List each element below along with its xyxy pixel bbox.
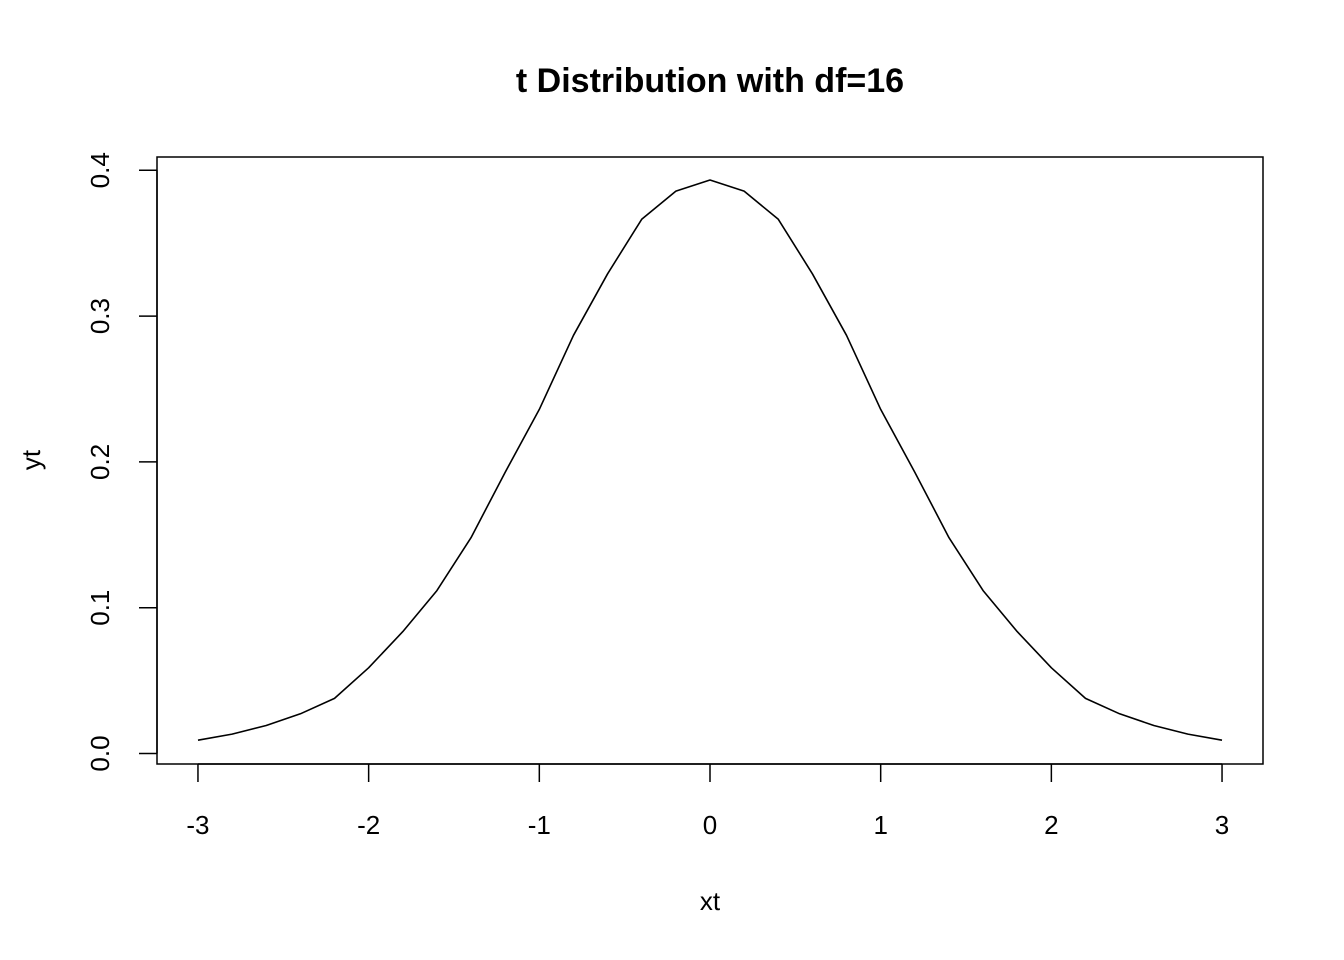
x-tick-label: 1 (873, 810, 887, 840)
plot-frame (156, 156, 1264, 765)
y-tick-label: 0.0 (85, 735, 115, 771)
y-axis: 0.0 0.1 0.2 0.3 0.4 (85, 152, 158, 772)
x-tick-label: -1 (528, 810, 551, 840)
x-tick-label: 0 (703, 810, 717, 840)
y-tick-label: 0.1 (85, 590, 115, 626)
y-tick-label: 0.2 (85, 444, 115, 480)
y-axis-label: yt (16, 449, 46, 470)
y-tick-label: 0.3 (85, 298, 115, 334)
x-tick-label: -3 (186, 810, 209, 840)
chart-title: t Distribution with df=16 (516, 62, 904, 100)
x-tick-label: 2 (1044, 810, 1058, 840)
series-group (197, 179, 1223, 741)
density-line (197, 179, 1223, 741)
y-tick-label: 0.4 (85, 152, 115, 188)
x-axis: -3 -2 -1 0 1 2 3 (186, 763, 1229, 840)
x-tick-label: -2 (357, 810, 380, 840)
x-axis-label: xt (700, 886, 721, 916)
x-tick-label: 3 (1215, 810, 1229, 840)
